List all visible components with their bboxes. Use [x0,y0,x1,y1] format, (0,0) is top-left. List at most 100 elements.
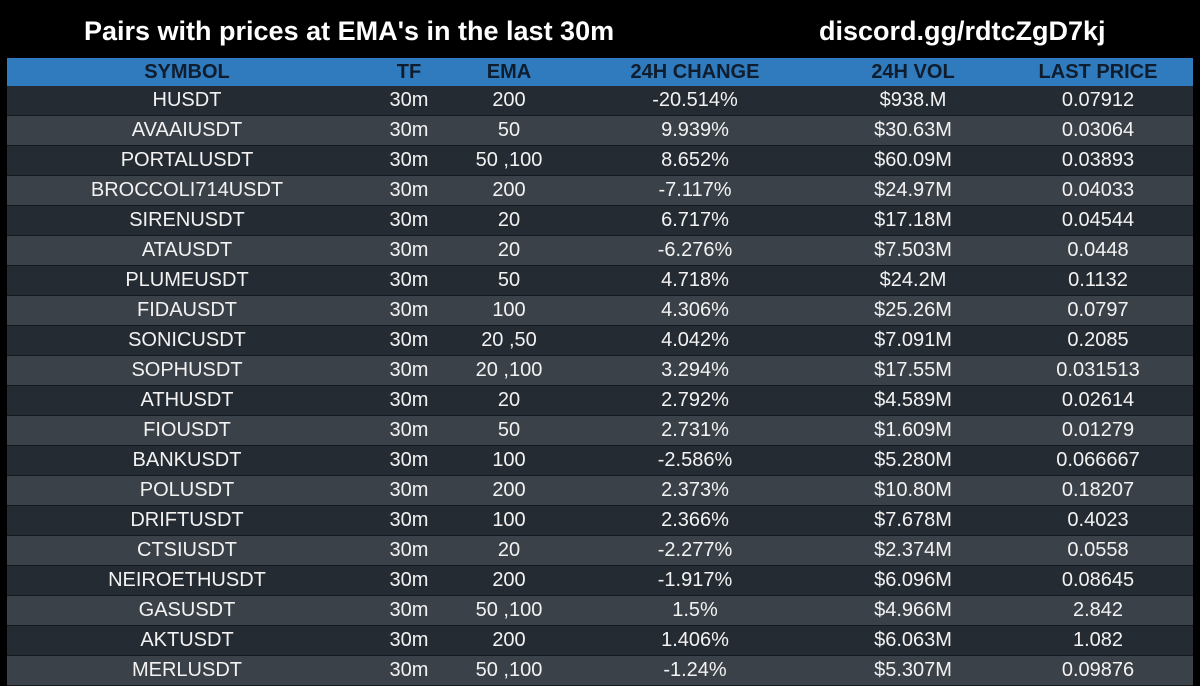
table-row: FIOUSDT 30m 50 2.731% $1.609M 0.01279 [7,415,1193,446]
column-header-24h-vol: 24H VOL [871,61,955,83]
cell-symbol: ATHUSDT [7,385,367,416]
cell-24h-change: -20.514% [567,86,823,116]
cell-tf: 30m [367,415,451,446]
cell-symbol: SONICUSDT [7,325,367,356]
cell-last-price: 0.18207 [1003,475,1193,506]
cell-last-price: 0.09876 [1003,655,1193,686]
cell-last-price: 0.03893 [1003,145,1193,176]
cell-last-price: 0.07912 [1003,86,1193,116]
cell-tf: 30m [367,265,451,296]
table-row: ATHUSDT 30m 20 2.792% $4.589M 0.02614 [7,385,1193,416]
cell-24h-change: -7.117% [567,175,823,206]
cell-24h-change: 6.717% [567,205,823,236]
cell-ema: 20 ,50 [451,325,567,356]
cell-24h-change: 1.406% [567,625,823,656]
cell-ema: 50 [451,265,567,296]
cell-ema: 20 [451,385,567,416]
cell-24h-vol: $24.2M [823,265,1003,296]
cell-24h-change: -1.917% [567,565,823,596]
table-header-row: SYMBOL TF EMA 24H CHANGE 24H VOL LAST PR… [7,58,1193,86]
cell-tf: 30m [367,445,451,476]
cell-ema: 20 ,100 [451,355,567,386]
cell-ema: 50 ,100 [451,145,567,176]
cell-ema: 200 [451,175,567,206]
cell-symbol: POLUSDT [7,475,367,506]
cell-24h-vol: $7.091M [823,325,1003,356]
table-row: BROCCOLI714USDT 30m 200 -7.117% $24.97M 0.040… [7,175,1193,206]
discord-link-text: discord.gg/rdtcZgD7kj [819,16,1106,46]
table-body: HUSDT 30m 200 -20.514% $938.M 0.07912 AVAAIUSD… [7,86,1193,686]
cell-tf: 30m [367,595,451,626]
cell-symbol: FIDAUSDT [7,295,367,326]
table-row: AVAAIUSDT 30m 50 9.939% $30.63M 0.03064 [7,115,1193,146]
cell-24h-vol: $1.609M [823,415,1003,446]
cell-tf: 30m [367,655,451,686]
cell-last-price: 1.082 [1003,625,1193,656]
page-header: Pairs with prices at EMA's in the last 3… [0,0,1200,58]
cell-24h-vol: $30.63M [823,115,1003,146]
cell-24h-change: -1.24% [567,655,823,686]
cell-ema: 100 [451,445,567,476]
column-header-symbol: SYMBOL [144,61,230,83]
table-row: POLUSDT 30m 200 2.373% $10.80M 0.18207 [7,475,1193,506]
cell-ema: 50 [451,415,567,446]
cell-last-price: 0.0448 [1003,235,1193,266]
cell-24h-change: -2.586% [567,445,823,476]
cell-24h-change: -2.277% [567,535,823,566]
table-row: PLUMEUSDT 30m 50 4.718% $24.2M 0.1132 [7,265,1193,296]
page-title: Pairs with prices at EMA's in the last 3… [84,16,615,46]
cell-last-price: 0.031513 [1003,355,1193,386]
cell-last-price: 0.03064 [1003,115,1193,146]
cell-24h-change: 2.373% [567,475,823,506]
cell-ema: 200 [451,475,567,506]
cell-tf: 30m [367,295,451,326]
cell-24h-vol: $17.18M [823,205,1003,236]
table-row: DRIFTUSDT 30m 100 2.366% $7.678M 0.4023 [7,505,1193,536]
cell-symbol: NEIROETHUSDT [7,565,367,596]
cell-last-price: 0.0558 [1003,535,1193,566]
cell-ema: 20 [451,235,567,266]
cell-tf: 30m [367,355,451,386]
cell-24h-change: 9.939% [567,115,823,146]
cell-ema: 100 [451,505,567,536]
cell-symbol: PLUMEUSDT [7,265,367,296]
table-row: MERLUSDT 30m 50 ,100 -1.24% $5.307M 0.09876 [7,655,1193,686]
cell-tf: 30m [367,625,451,656]
cell-ema: 50 [451,115,567,146]
cell-tf: 30m [367,505,451,536]
table-row: SONICUSDT 30m 20 ,50 4.042% $7.091M 0.2085 [7,325,1193,356]
cell-symbol: HUSDT [7,86,367,116]
cell-symbol: SIRENUSDT [7,205,367,236]
cell-24h-vol: $7.503M [823,235,1003,266]
table-row: FIDAUSDT 30m 100 4.306% $25.26M 0.0797 [7,295,1193,326]
cell-24h-vol: $17.55M [823,355,1003,386]
cell-24h-change: 2.792% [567,385,823,416]
cell-symbol: SOPHUSDT [7,355,367,386]
cell-symbol: FIOUSDT [7,415,367,446]
cell-symbol: AKTUSDT [7,625,367,656]
cell-ema: 200 [451,625,567,656]
cell-24h-vol: $938.M [823,86,1003,116]
table-row: BANKUSDT 30m 100 -2.586% $5.280M 0.066667 [7,445,1193,476]
table-row: PORTALUSDT 30m 50 ,100 8.652% $60.09M 0.03893 [7,145,1193,176]
table-row: CTSIUSDT 30m 20 -2.277% $2.374M 0.0558 [7,535,1193,566]
cell-ema: 50 ,100 [451,595,567,626]
cell-last-price: 0.1132 [1003,265,1193,296]
cell-24h-vol: $7.678M [823,505,1003,536]
cell-tf: 30m [367,175,451,206]
column-header-tf: TF [396,61,422,83]
cell-tf: 30m [367,385,451,416]
cell-tf: 30m [367,86,451,116]
cell-24h-vol: $6.063M [823,625,1003,656]
cell-24h-change: 2.731% [567,415,823,446]
cell-24h-change: 2.366% [567,505,823,536]
table-row: SIRENUSDT 30m 20 6.717% $17.18M 0.04544 [7,205,1193,236]
cell-tf: 30m [367,475,451,506]
cell-last-price: 0.01279 [1003,415,1193,446]
cell-last-price: 0.066667 [1003,445,1193,476]
cell-symbol: AVAAIUSDT [7,115,367,146]
table-row: AKTUSDT 30m 200 1.406% $6.063M 1.082 [7,625,1193,656]
cell-symbol: ATAUSDT [7,235,367,266]
cell-symbol: BANKUSDT [7,445,367,476]
cell-24h-change: 4.042% [567,325,823,356]
